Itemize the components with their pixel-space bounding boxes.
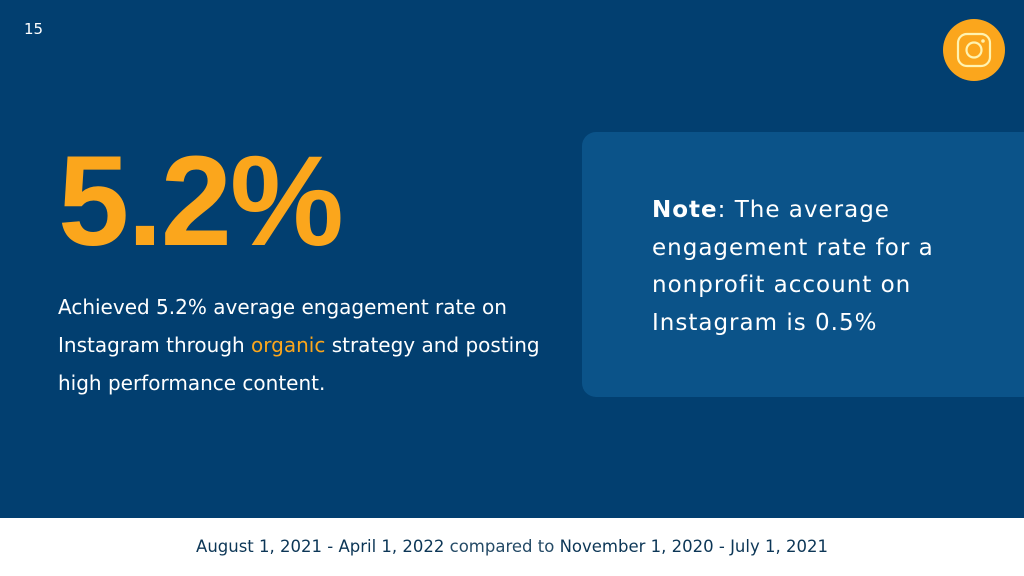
instagram-icon [956, 32, 992, 68]
note-body: : The average engagement rate for a nonp… [652, 197, 934, 336]
slide-number: 15 [24, 20, 44, 38]
previous-range: November 1, 2020 - July 1, 2021 [559, 537, 828, 556]
description: Achieved 5.2% average engagement rate on… [58, 288, 558, 402]
footer-date-range: August 1, 2021 - April 1, 2022 compared … [0, 518, 1024, 576]
note-card: Note: The average engagement rate for a … [582, 132, 1024, 397]
description-text: Achieved 5.2% average engagement rate on… [58, 295, 507, 357]
headline-stat: 5.2% [58, 130, 344, 273]
instagram-badge [943, 19, 1005, 81]
description-text-end: strategy and posting high performance co… [58, 333, 540, 395]
note-label: Note [652, 197, 718, 223]
current-range: August 1, 2021 - April 1, 2022 [196, 537, 445, 556]
highlight-text: organic [251, 333, 326, 357]
connector: compared to [444, 537, 560, 556]
slide: 15 5.2% Achieved 5.2% average engagement… [0, 0, 1024, 518]
note-text: Note: The average engagement rate for a … [652, 192, 982, 342]
